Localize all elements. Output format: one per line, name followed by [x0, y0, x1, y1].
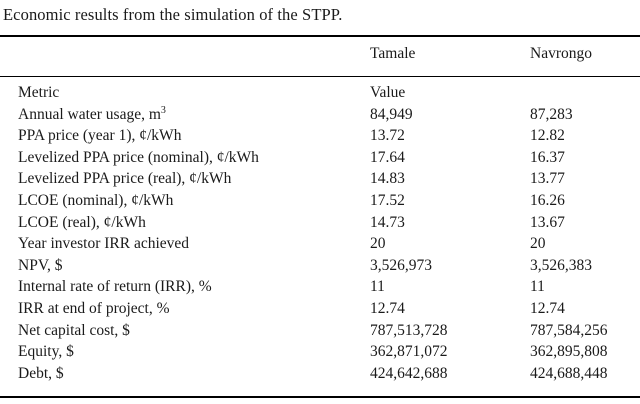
table-row: LCOE (real), ¢/kWh 14.73 13.67 [0, 212, 640, 234]
navrongo-cell: 3,526,383 [530, 256, 592, 274]
tamale-cell: 787,513,728 [370, 321, 448, 339]
tamale-cell: 14.83 [370, 170, 405, 188]
header-rule [0, 76, 640, 77]
table-caption: Economic results from the simulation of … [3, 5, 343, 24]
table-row: Levelized PPA price (nominal), ¢/kWh 17.… [0, 147, 640, 169]
navrongo-cell: 11 [530, 278, 545, 296]
table-row: Internal rate of return (IRR), % 11 11 [0, 276, 640, 298]
tamale-cell: 424,642,688 [370, 364, 448, 382]
navrongo-cell: 12.74 [530, 300, 565, 317]
metric-cell: Internal rate of return (IRR), % [18, 278, 212, 296]
navrongo-cell: 16.26 [530, 192, 565, 209]
navrongo-cell: 787,584,256 [530, 321, 608, 339]
metric-cell: Net capital cost, $ [18, 321, 130, 339]
tamale-cell: 3,526,973 [370, 256, 432, 274]
table-row: Annual water usage, m3 84,949 87,283 [0, 104, 640, 126]
bottom-rule [0, 396, 640, 398]
table-row: IRR at end of project, % 12.74 12.74 [0, 298, 640, 320]
navrongo-cell: 424,688,448 [530, 364, 608, 382]
column-header-tamale: Tamale [370, 45, 416, 62]
metric-cell: IRR at end of project, % [18, 300, 170, 317]
metric-cell: LCOE (nominal), ¢/kWh [18, 192, 174, 209]
column-header-navrongo: Navrongo [530, 45, 592, 62]
metric-cell: Debt, $ [18, 364, 64, 382]
tamale-cell: 14.73 [370, 213, 405, 231]
table-row: Levelized PPA price (real), ¢/kWh 14.83 … [0, 168, 640, 190]
table-row: Net capital cost, $ 787,513,728 787,584,… [0, 320, 640, 342]
tamale-cell: 17.64 [370, 148, 405, 166]
tamale-cell: 12.74 [370, 300, 405, 317]
navrongo-cell: 20 [530, 235, 546, 253]
metric-cell: NPV, $ [18, 256, 63, 274]
metric-cell: Metric [18, 84, 60, 101]
table-row: Equity, $ 362,871,072 362,895,808 [0, 341, 640, 363]
metric-cell: Equity, $ [18, 343, 74, 361]
navrongo-cell: 87,283 [530, 105, 573, 123]
metric-cell: Levelized PPA price (real), ¢/kWh [18, 170, 232, 188]
table-row: PPA price (year 1), ¢/kWh 13.72 12.82 [0, 125, 640, 147]
navrongo-cell: 13.67 [530, 213, 565, 231]
tamale-cell: 13.72 [370, 127, 405, 145]
tamale-cell: 84,949 [370, 105, 413, 123]
table-row: LCOE (nominal), ¢/kWh 17.52 16.26 [0, 190, 640, 212]
tamale-cell: 20 [370, 235, 386, 253]
metric-cell: Year investor IRR achieved [18, 235, 190, 253]
navrongo-cell: 13.77 [530, 170, 565, 188]
top-rule [0, 35, 640, 37]
tamale-cell: Value [370, 84, 406, 101]
tamale-cell: 17.52 [370, 192, 405, 209]
table-row: NPV, $ 3,526,973 3,526,383 [0, 255, 640, 277]
superscript: 3 [160, 104, 166, 116]
navrongo-cell: 362,895,808 [530, 343, 608, 361]
metric-cell: Levelized PPA price (nominal), ¢/kWh [18, 148, 259, 166]
metric-text: Annual water usage, m [18, 105, 161, 123]
metric-cell: Annual water usage, m3 [18, 104, 166, 126]
metric-cell: PPA price (year 1), ¢/kWh [18, 127, 182, 145]
table-row: Metric Value [0, 82, 640, 104]
metric-cell: LCOE (real), ¢/kWh [18, 213, 146, 231]
table-row: Year investor IRR achieved 20 20 [0, 233, 640, 255]
table-row: Debt, $ 424,642,688 424,688,448 [0, 363, 640, 385]
tamale-cell: 362,871,072 [370, 343, 448, 361]
tamale-cell: 11 [370, 278, 385, 296]
navrongo-cell: 12.82 [530, 127, 565, 145]
navrongo-cell: 16.37 [530, 148, 565, 166]
